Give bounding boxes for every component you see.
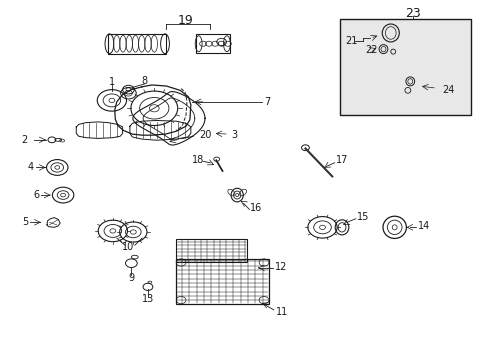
Bar: [176, 239, 246, 262]
Text: 9: 9: [128, 273, 134, 283]
Text: 12: 12: [274, 262, 286, 272]
Text: 10: 10: [122, 242, 134, 252]
Text: 15: 15: [356, 212, 368, 221]
Text: 17: 17: [335, 155, 348, 165]
Text: 6: 6: [34, 190, 40, 200]
Text: 3: 3: [230, 130, 237, 140]
Text: 22: 22: [365, 45, 377, 55]
Text: 13: 13: [142, 294, 154, 304]
Bar: [176, 259, 268, 304]
Text: 5: 5: [22, 217, 29, 227]
Text: 20: 20: [199, 130, 212, 140]
Bar: [195, 35, 229, 53]
Text: 1: 1: [109, 77, 115, 87]
Text: 14: 14: [417, 221, 429, 231]
Text: 21: 21: [344, 36, 357, 46]
Text: 24: 24: [441, 85, 453, 95]
Text: 23: 23: [404, 7, 420, 20]
Text: 11: 11: [276, 307, 288, 317]
Text: 4: 4: [27, 162, 34, 172]
Text: 16: 16: [250, 203, 262, 213]
Text: 19: 19: [178, 14, 193, 27]
Text: 2: 2: [21, 135, 27, 145]
Text: 7: 7: [264, 97, 270, 107]
Bar: [108, 34, 166, 54]
Bar: [339, 19, 470, 116]
Text: 18: 18: [191, 155, 203, 165]
Text: 8: 8: [141, 76, 147, 86]
